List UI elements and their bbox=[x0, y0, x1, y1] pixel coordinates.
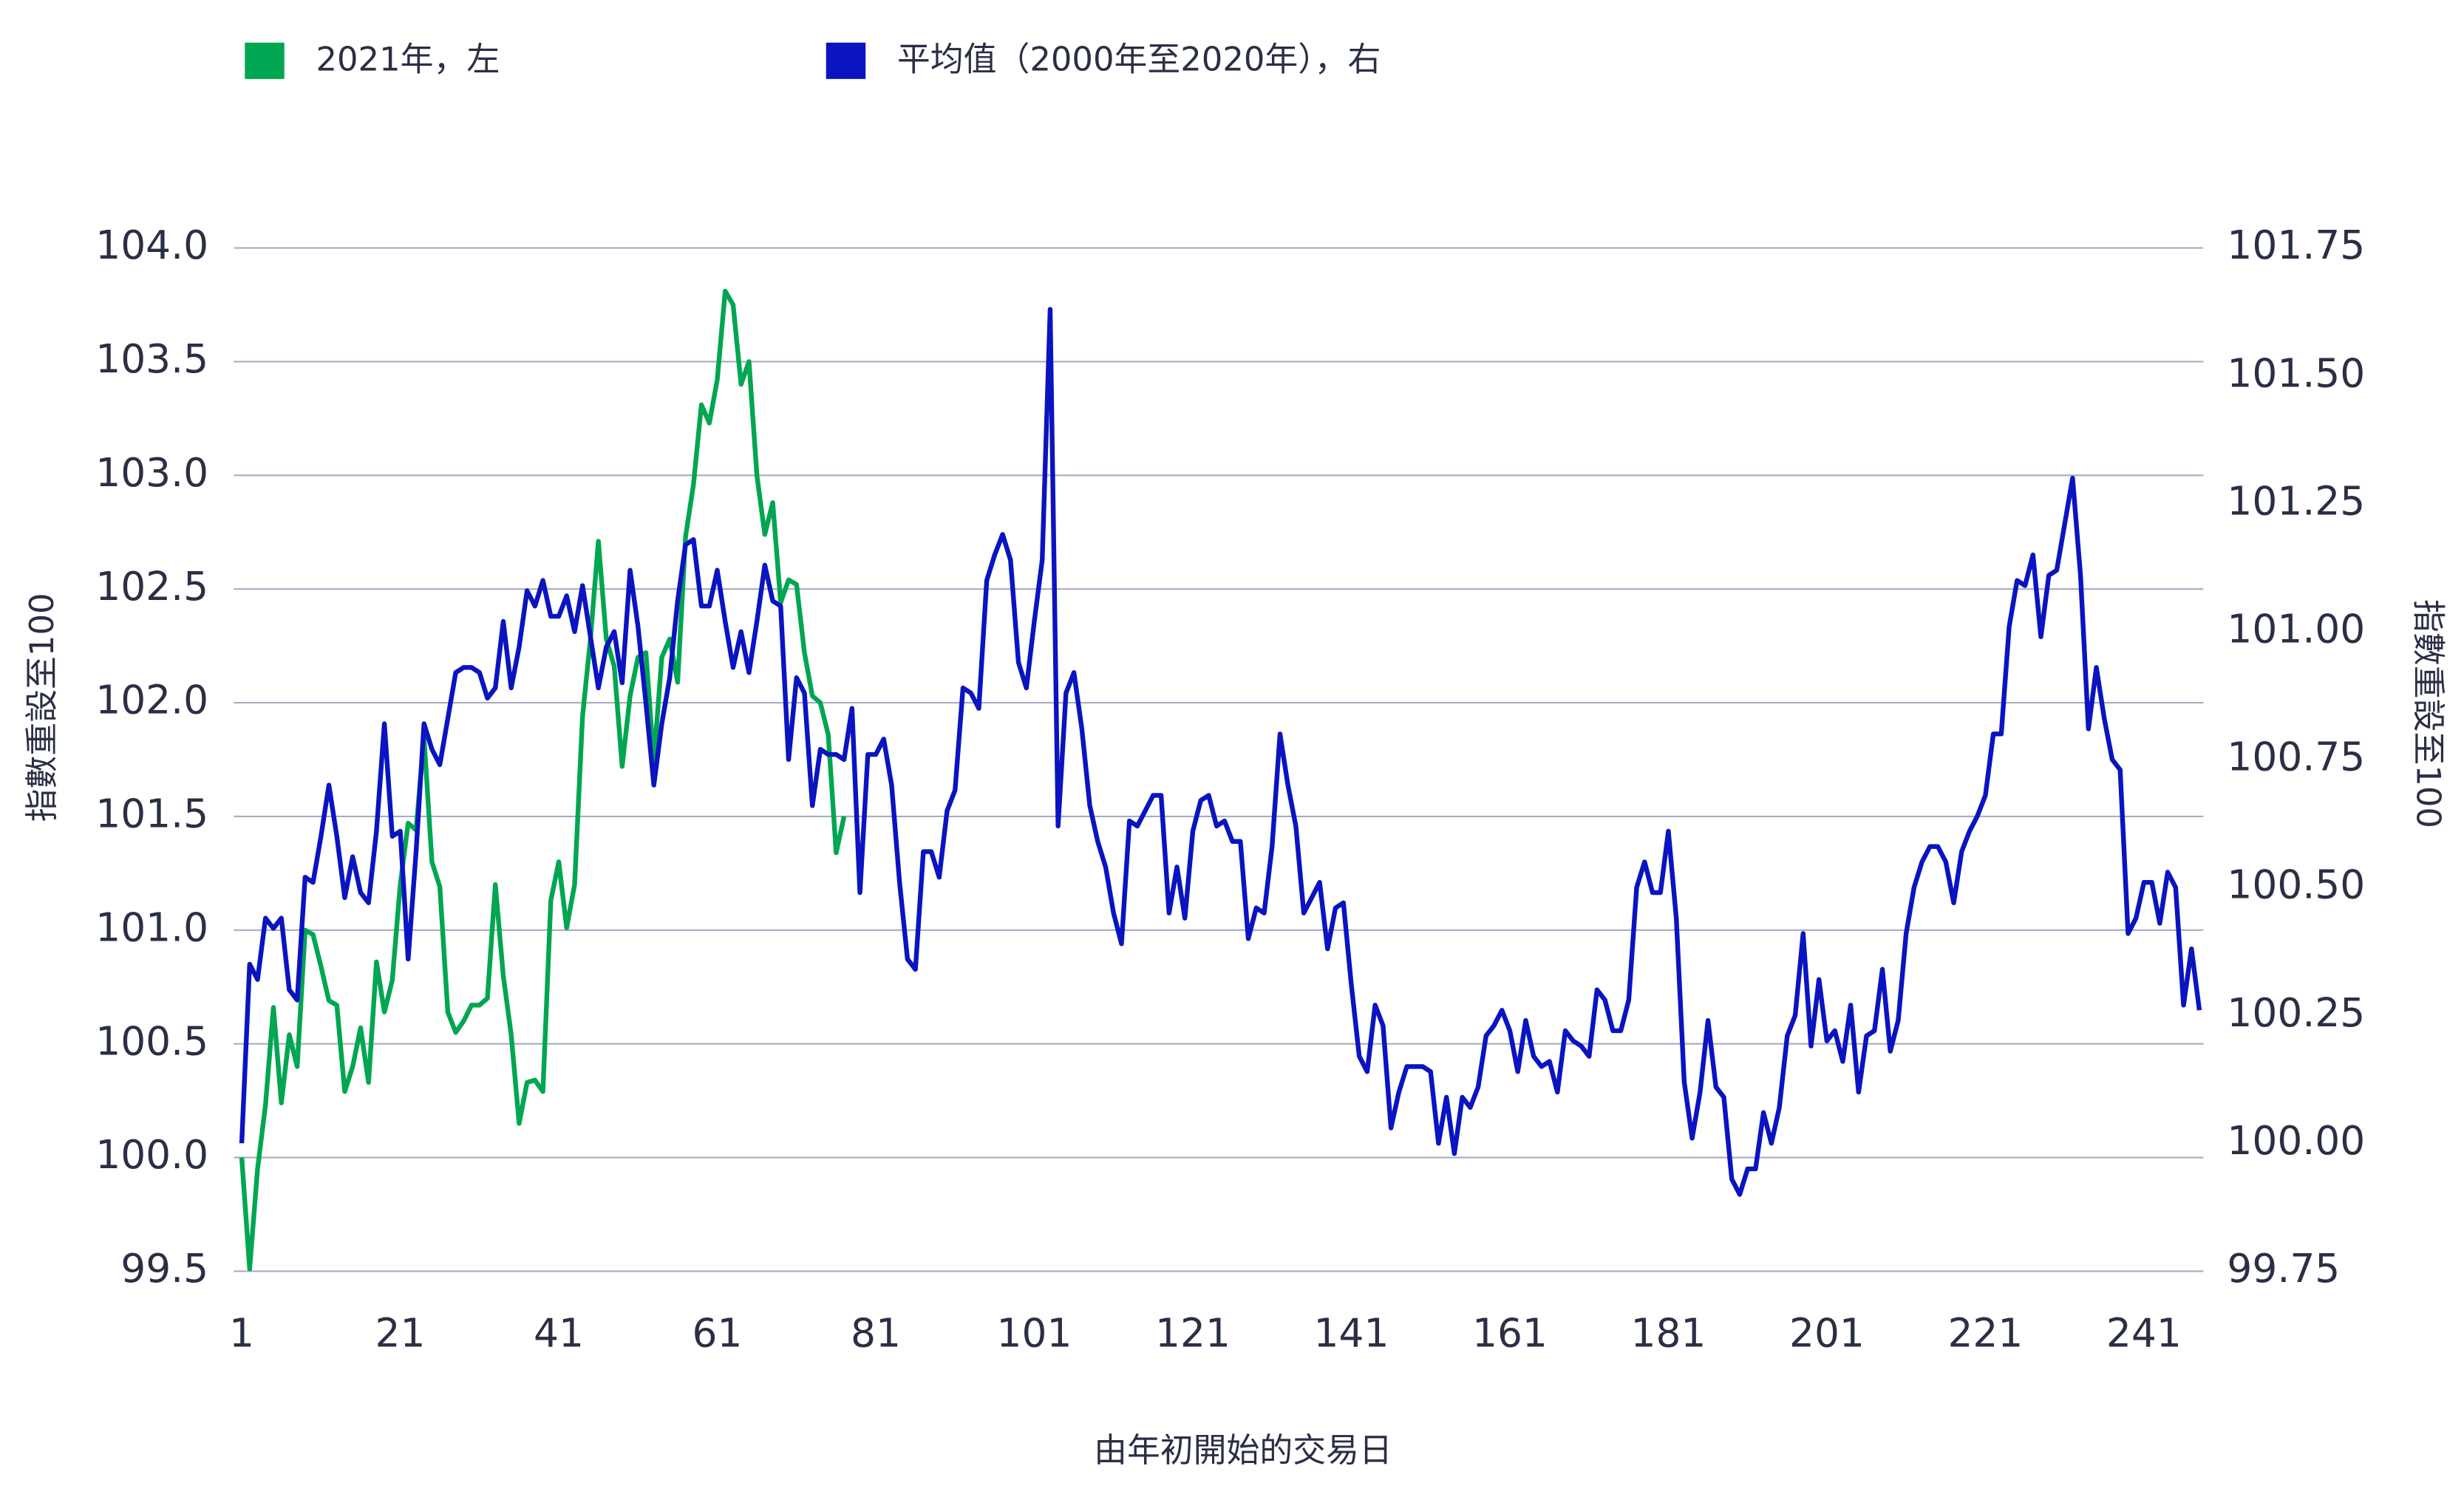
legend-swatch bbox=[245, 42, 285, 79]
y-tick-label: 102.0 bbox=[95, 677, 208, 723]
x-tick-label: 201 bbox=[1789, 1310, 1865, 1357]
y-axis-title: 指數重設至100 bbox=[22, 593, 61, 822]
y-tick-label: 101.0 bbox=[95, 904, 208, 950]
x-tick-label: 141 bbox=[1313, 1310, 1389, 1357]
y2-tick-label: 100.50 bbox=[2227, 862, 2365, 908]
y2-axis-title: 指數重設至100 bbox=[2409, 599, 2448, 828]
y-tick-label: 102.5 bbox=[95, 563, 208, 610]
x-tick-label: 81 bbox=[851, 1310, 901, 1357]
x-tick-label: 161 bbox=[1472, 1310, 1548, 1357]
y2-tick-label: 101.50 bbox=[2227, 349, 2365, 396]
y-tick-label: 100.5 bbox=[95, 1017, 208, 1064]
legend-label: 2021年，左 bbox=[316, 39, 500, 78]
y2-tick-label: 99.75 bbox=[2227, 1245, 2340, 1292]
y2-tick-label: 101.25 bbox=[2227, 477, 2365, 524]
x-tick-label: 181 bbox=[1630, 1310, 1706, 1357]
x-tick-label: 61 bbox=[692, 1310, 743, 1357]
y-tick-label: 103.5 bbox=[95, 335, 208, 382]
x-tick-label: 1 bbox=[229, 1310, 254, 1357]
y-tick-label: 99.5 bbox=[120, 1245, 208, 1292]
y-tick-label: 101.5 bbox=[95, 791, 208, 837]
y2-tick-label: 100.75 bbox=[2227, 734, 2365, 780]
y-tick-label: 103.0 bbox=[95, 449, 208, 496]
y-tick-label: 104.0 bbox=[95, 222, 208, 268]
x-tick-label: 41 bbox=[534, 1310, 584, 1357]
y2-tick-label: 101.75 bbox=[2227, 222, 2365, 268]
x-tick-label: 101 bbox=[997, 1310, 1072, 1357]
x-axis-title: 由年初開始的交易日 bbox=[1094, 1430, 1392, 1470]
legend-label: 平均值（2000年至2020年），右 bbox=[897, 39, 1381, 78]
y2-tick-label: 100.25 bbox=[2227, 989, 2365, 1036]
y2-tick-label: 101.00 bbox=[2227, 605, 2365, 652]
x-tick-label: 241 bbox=[2106, 1310, 2182, 1357]
x-tick-label: 221 bbox=[1947, 1310, 2023, 1357]
line-series bbox=[239, 307, 2202, 1197]
x-tick-label: 21 bbox=[375, 1310, 426, 1357]
line-series bbox=[239, 288, 847, 1272]
y2-tick-label: 100.00 bbox=[2227, 1117, 2365, 1164]
x-tick-label: 121 bbox=[1155, 1310, 1231, 1357]
y-tick-label: 100.0 bbox=[95, 1131, 208, 1178]
legend-swatch bbox=[826, 42, 866, 79]
